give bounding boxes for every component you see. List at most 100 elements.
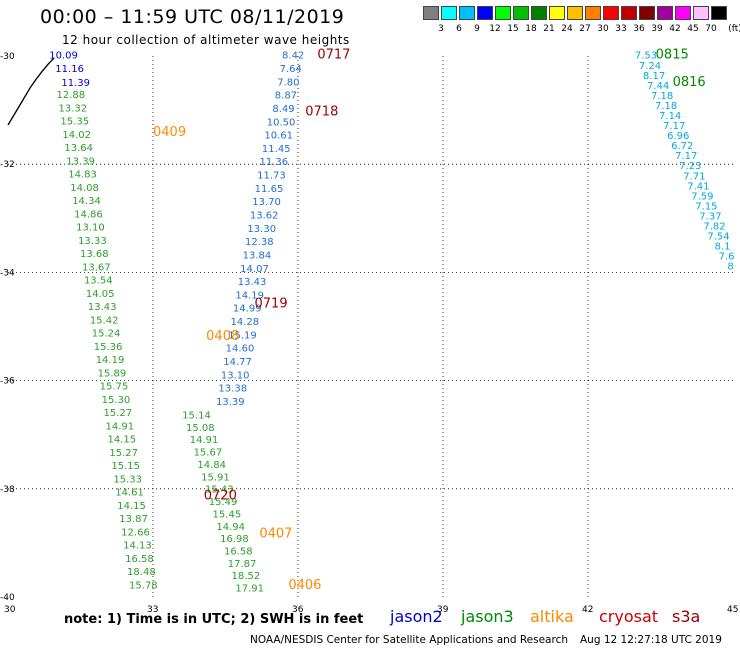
legend-label: 27	[579, 24, 591, 34]
wave-height-value: 13.10	[221, 370, 250, 381]
wave-height-value: 8.87	[275, 91, 297, 102]
wave-height-value: 15.24	[92, 329, 121, 340]
wave-height-value: 17.91	[235, 584, 264, 595]
wave-height-value: 11.39	[61, 78, 90, 89]
wave-height-value: 15.43	[205, 485, 234, 496]
wave-height-value: 7.23	[679, 161, 701, 172]
legend-s3a: s3a	[672, 607, 701, 626]
wave-height-value: 7.18	[651, 91, 673, 102]
jason2-track-west: 10.09 11.16 11.39	[49, 51, 90, 89]
legend-label: 21	[543, 24, 555, 34]
wave-height-value: 14.91	[190, 435, 219, 446]
legend-label: 30	[597, 24, 609, 34]
wave-height-value: 15.27	[104, 408, 133, 419]
wave-height-value: 16.98	[220, 534, 249, 545]
wave-height-value: 7.82	[703, 222, 725, 233]
wave-height-value: 8.42	[282, 51, 304, 62]
wave-height-value: 7.17	[663, 121, 685, 132]
wave-height-value: 18.48	[127, 567, 156, 578]
wave-height-value: 7.6	[719, 252, 735, 263]
legend-swatch	[639, 6, 655, 20]
latitude-tick-labels: -30 -32 -34 -36 -38 -40	[0, 52, 15, 603]
legend-swatch	[513, 6, 529, 20]
wave-height-value: 7.44	[647, 81, 669, 92]
pass-time-label: 0717	[317, 48, 350, 63]
wave-height-value: 16.58	[224, 546, 253, 557]
wave-height-value: 15.75	[100, 382, 129, 393]
wave-height-value: 13.62	[250, 211, 279, 222]
legend-altika: altika	[530, 607, 574, 626]
legend-swatch	[675, 6, 691, 20]
wave-height-value: 14.28	[231, 317, 260, 328]
wave-height-value: 14.15	[107, 435, 136, 446]
wave-height-value: 10.50	[267, 117, 296, 128]
legend-label: 3	[438, 24, 444, 34]
wave-height-value: 10.61	[264, 131, 293, 142]
wave-height-value: 12.88	[57, 90, 86, 101]
wave-height-value: 11.73	[257, 171, 286, 182]
wave-height-value: 12.66	[121, 527, 150, 538]
wave-height-value: 7.17	[675, 151, 697, 162]
wave-height-value: 15.08	[186, 423, 215, 434]
legend-label: 36	[633, 24, 645, 34]
wave-height-value: 7.53	[635, 51, 657, 62]
page-subtitle: 12 hour collection of altimeter wave hei…	[62, 33, 350, 47]
wave-height-value: 8.1	[715, 242, 731, 253]
wave-height-value: 18.52	[232, 571, 261, 582]
wave-height-value: 14.86	[74, 209, 103, 220]
wave-height-value: 7.37	[699, 211, 721, 222]
wave-height-value: 14.13	[123, 541, 152, 552]
wave-height-value: 14.83	[68, 170, 97, 181]
wave-height-value: 15.91	[201, 472, 230, 483]
pass-time-label: 0718	[305, 105, 338, 120]
wave-height-value: 14.08	[70, 183, 99, 194]
jason3-track-west: 12.88 13.32 15.35 14.02 13.64 13.39 14.83 14.08…	[57, 90, 158, 591]
wave-height-value: 7.15	[695, 201, 717, 212]
wave-height-value: 15.35	[60, 117, 89, 128]
lon-tick-label: 42	[582, 605, 593, 615]
legend-swatch	[585, 6, 601, 20]
wave-height-value: 14.15	[117, 501, 146, 512]
wave-height-value: 15.89	[98, 368, 127, 379]
lat-tick-label: -36	[0, 377, 15, 387]
page-title: 00:00 – 11:59 UTC 08/11/2019	[40, 6, 345, 28]
wave-height-value: 13.70	[252, 197, 281, 208]
wave-height-value: 7.24	[639, 61, 661, 72]
wave-height-value: 7.59	[691, 191, 713, 202]
wave-height-value: 8	[727, 262, 733, 273]
wave-height-value: 12.38	[245, 237, 274, 248]
lat-tick-label: -34	[0, 268, 15, 278]
wave-height-value: 17.87	[228, 559, 257, 570]
wave-height-value: 15.42	[90, 315, 119, 326]
wave-height-value: 13.67	[82, 262, 111, 273]
wave-height-value: 16.58	[125, 554, 154, 565]
lon-tick-label: 30	[4, 605, 16, 615]
legend-swatch	[531, 6, 547, 20]
wave-height-value: 8.49	[272, 104, 294, 115]
wave-height-value: 13.38	[218, 384, 247, 395]
legend-label: 24	[561, 24, 573, 34]
wave-height-value: 14.61	[115, 488, 144, 499]
lon-tick-label: 39	[437, 605, 449, 615]
wave-height-value: 15.15	[111, 461, 140, 472]
wave-height-value: 15.19	[228, 330, 257, 341]
wave-height-value: 14.05	[86, 289, 115, 300]
wave-height-value: 6.96	[667, 131, 689, 142]
wave-height-value: 13.64	[64, 143, 93, 154]
wave-height-value: 14.77	[223, 357, 252, 368]
wave-height-value: 15.49	[209, 497, 238, 508]
wave-height-value: 14.84	[197, 460, 226, 471]
wave-height-value: 15.36	[94, 342, 123, 353]
wave-height-value: 13.43	[88, 302, 117, 313]
wave-height-value: 13.54	[84, 276, 113, 287]
legend-swatch	[711, 6, 727, 20]
wave-height-value: 13.43	[238, 277, 267, 288]
wave-height-value: 13.39	[216, 397, 245, 408]
pass-time-label: 0816	[673, 75, 706, 90]
legend-swatch	[459, 6, 475, 20]
credit-text: NOAA/NESDIS Center for Satellite Applica…	[250, 634, 568, 646]
wave-height-value: 13.39	[66, 156, 95, 167]
wave-height-value: 15.33	[113, 474, 142, 485]
